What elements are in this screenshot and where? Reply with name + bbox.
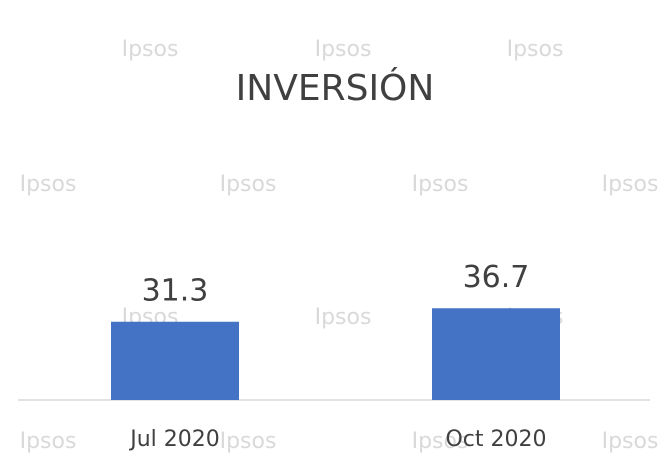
watermark: Ipsos bbox=[602, 429, 659, 454]
watermark: Ipsos bbox=[20, 172, 77, 197]
watermark: Ipsos bbox=[220, 429, 277, 454]
watermark: Ipsos bbox=[315, 305, 372, 330]
bar bbox=[432, 308, 560, 400]
value-label: 31.3 bbox=[142, 273, 209, 308]
watermark: Ipsos bbox=[412, 429, 469, 454]
x-tick-label: Jul 2020 bbox=[128, 427, 220, 452]
watermark: Ipsos bbox=[20, 429, 77, 454]
value-label: 36.7 bbox=[463, 260, 530, 295]
watermark: Ipsos bbox=[122, 37, 179, 62]
watermark: Ipsos bbox=[602, 172, 659, 197]
bar bbox=[111, 321, 239, 400]
chart-title: INVERSIÓN bbox=[236, 67, 435, 109]
watermark: Ipsos bbox=[220, 172, 277, 197]
watermark: Ipsos bbox=[507, 37, 564, 62]
x-tick-label: Oct 2020 bbox=[445, 427, 546, 452]
watermark: Ipsos bbox=[315, 37, 372, 62]
watermark: Ipsos bbox=[412, 172, 469, 197]
